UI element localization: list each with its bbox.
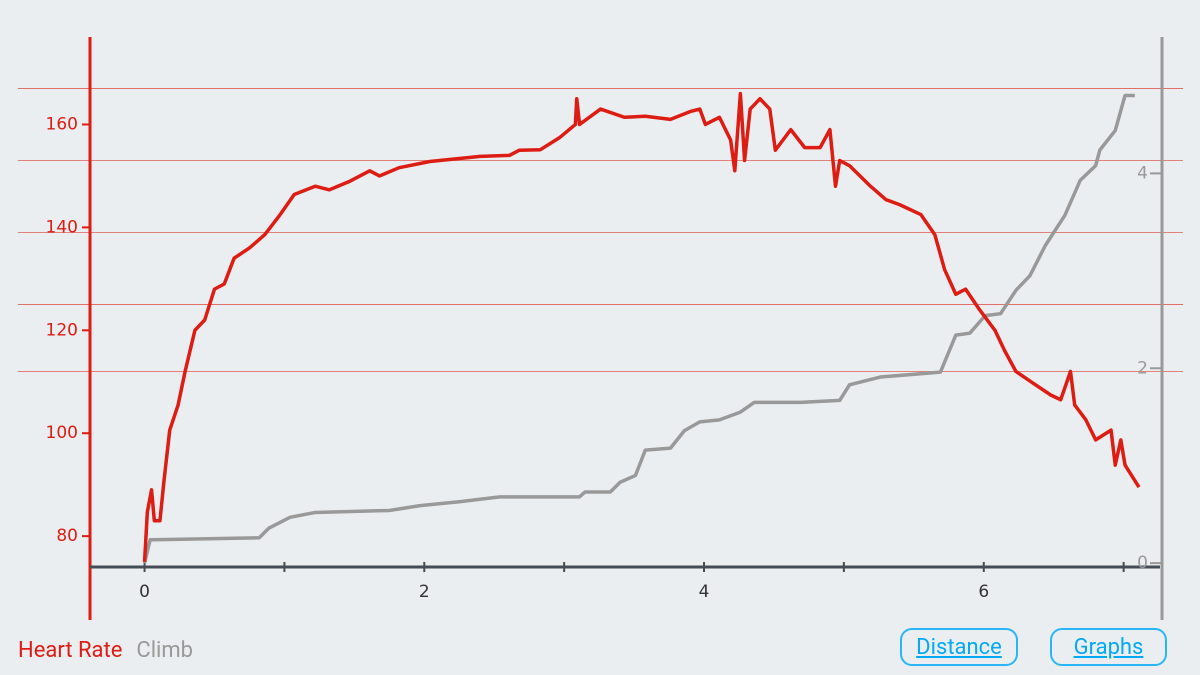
graphs-button[interactable]: Graphs (1050, 628, 1167, 666)
y2-tick-label: 4 (1137, 163, 1148, 183)
y-tick-label: 120 (46, 320, 78, 340)
y-tick-label: 160 (46, 114, 78, 134)
x-tick-label: 6 (978, 582, 989, 602)
y-tick-label: 80 (56, 526, 78, 546)
y-tick-label: 140 (46, 217, 78, 237)
series-line (142, 93, 1135, 564)
x-tick-label: 2 (419, 582, 430, 602)
distance-button[interactable]: Distance (900, 628, 1018, 666)
series-line (142, 91, 1141, 562)
x-tick-label: 0 (139, 582, 150, 602)
y2-tick-label: 2 (1137, 358, 1148, 378)
x-tick-label: 4 (699, 582, 710, 602)
y2-tick-label: 0 (1137, 553, 1148, 573)
legend-entry: Climb (136, 638, 194, 663)
legend: Heart Rate Climb (18, 638, 207, 663)
y-tick-label: 100 (46, 423, 78, 443)
legend-entry: Heart Rate (18, 638, 123, 663)
